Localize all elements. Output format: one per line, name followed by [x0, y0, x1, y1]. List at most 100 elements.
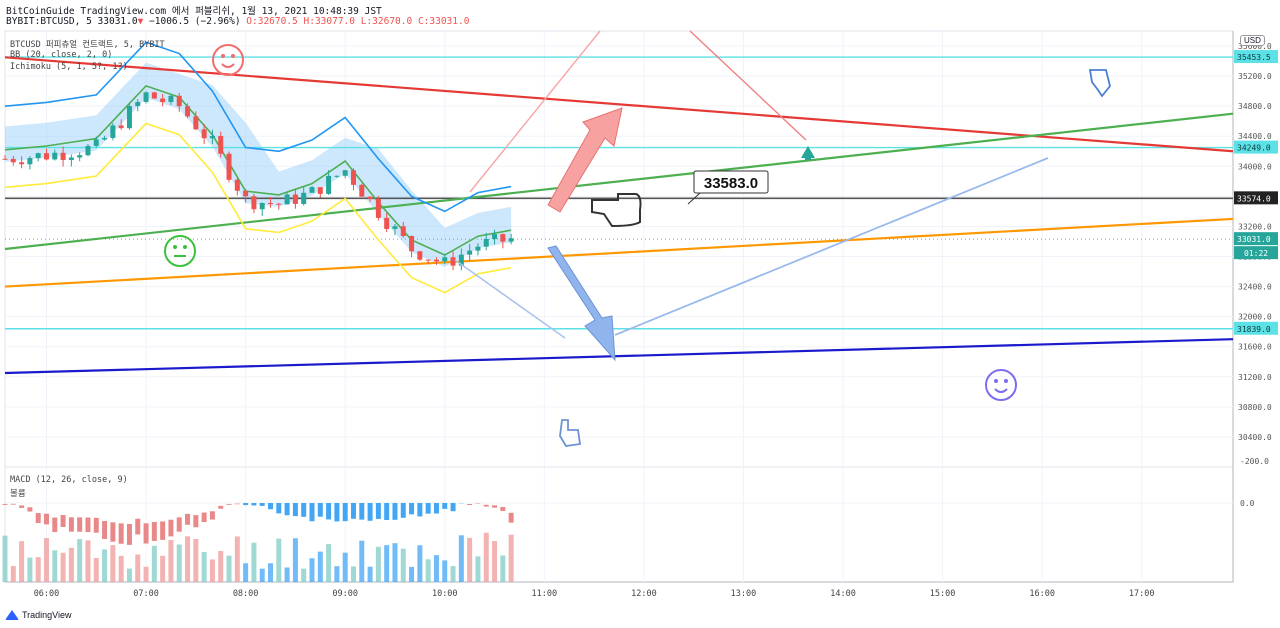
- close-text: C:33031.0: [417, 16, 470, 27]
- candle-body: [508, 238, 514, 242]
- dizzy-face-icon-eye: [1004, 379, 1008, 383]
- change-text: −1006.5 (−2.96%): [149, 16, 241, 27]
- y-tick-label: 31200.0: [1238, 373, 1272, 382]
- macd-bar: [243, 503, 249, 506]
- x-tick-label: 09:00: [332, 589, 358, 599]
- candle-body: [409, 236, 415, 252]
- candle-body: [334, 175, 340, 177]
- x-tick-label: 13:00: [731, 589, 757, 599]
- x-tick-label: 08:00: [233, 589, 259, 599]
- candle-body: [276, 203, 282, 205]
- neutral-face-icon-eye: [183, 245, 187, 249]
- macd-bar: [450, 503, 456, 512]
- grid: [5, 31, 1233, 582]
- macd-bar: [500, 506, 506, 511]
- candle-body: [10, 158, 16, 163]
- neutral-face-icon: [164, 235, 196, 267]
- blue-trend-line: [4, 338, 1234, 375]
- volume-bar: [417, 545, 423, 582]
- tradingview-icon: [5, 610, 19, 620]
- macd-bar: [126, 523, 132, 545]
- volume-bar: [27, 557, 33, 582]
- x-tick-label: 10:00: [432, 589, 458, 599]
- macd-bar: [110, 522, 116, 542]
- candle-body: [392, 226, 398, 229]
- candle-body: [102, 137, 108, 140]
- currency-button[interactable]: USD: [1240, 35, 1265, 46]
- volume-bar: [326, 544, 332, 582]
- macd-bar: [268, 503, 274, 510]
- legend-symbol[interactable]: BTCUSD 퍼피츄얼 컨트랙트, 5, BYBIT: [10, 40, 165, 50]
- orange-trend-line: [4, 217, 1234, 288]
- up-arrow-shape: [547, 107, 623, 213]
- candle-body: [226, 153, 232, 180]
- candle-body: [209, 136, 215, 139]
- dizzy-face-icon-mouth: [994, 388, 1008, 393]
- price-axis[interactable]: 30400.0 30800.0 31200.0 31600.0 32000.0 32400…: [1238, 42, 1272, 508]
- candle-body: [450, 257, 456, 266]
- candle-body: [176, 95, 182, 107]
- macd-pane[interactable]: [4, 466, 1234, 583]
- volume-bar: [367, 566, 373, 582]
- macd-bar: [483, 504, 489, 507]
- legend-ichimoku[interactable]: Ichimoku (5, 1, 5?, 1?): [10, 62, 128, 72]
- macd-bar: [151, 521, 157, 541]
- macd-bar: [185, 513, 191, 525]
- volume-bar: [93, 558, 99, 582]
- macd-bar: [168, 519, 174, 537]
- tradingview-logo[interactable]: TradingView: [5, 610, 72, 620]
- volume-bar: [492, 541, 498, 582]
- volume-bar: [508, 534, 514, 582]
- macd-bar: [160, 521, 166, 540]
- macd-bar: [52, 517, 58, 533]
- symbol-text: BYBIT:BTCUSD, 5: [6, 16, 92, 27]
- candle-body: [367, 196, 373, 200]
- candle-body: [442, 257, 448, 262]
- drawings: 33583.0: [164, 30, 1111, 447]
- y-tick-label: 32000.0: [1238, 313, 1272, 322]
- volume-bar: [135, 554, 141, 582]
- macd-bar: [10, 503, 16, 505]
- up-marker-icon: [801, 146, 815, 158]
- volume-bar: [85, 540, 91, 582]
- macd-bar: [234, 503, 240, 505]
- price-label-text: 31839.0: [1237, 325, 1271, 334]
- candle-body: [301, 192, 307, 204]
- volume-bar: [284, 567, 290, 582]
- callout-text: 33583.0: [704, 175, 758, 192]
- time-axis[interactable]: 06:00 07:00 08:00 09:00 10:00 11:00 12:00 13:00…: [34, 589, 1155, 599]
- macd-bar: [342, 503, 348, 522]
- volume-bar: [77, 539, 83, 582]
- volume-bar: [359, 540, 365, 582]
- up-marker-stem: [805, 155, 811, 160]
- price-label-box: [1234, 140, 1278, 154]
- down-arrow-icon: ▼: [137, 16, 144, 27]
- green-trend-line: [4, 112, 1234, 251]
- candle-body: [110, 125, 116, 138]
- candle-body: [433, 259, 439, 262]
- y-tick-label: 32400.0: [1238, 283, 1272, 292]
- x-tick-label: 06:00: [34, 589, 60, 599]
- volume-bar: [102, 549, 108, 582]
- legend-volume[interactable]: 볼륨: [10, 489, 26, 499]
- macd-bar: [276, 503, 282, 514]
- candle-body: [359, 184, 365, 197]
- legend-bb[interactable]: BB (20, close, 2, 0): [10, 50, 113, 60]
- volume-bar: [168, 540, 174, 582]
- volume-bar: [309, 558, 315, 582]
- macd-bar: [409, 503, 415, 515]
- y-tick-label: 30400.0: [1238, 433, 1272, 442]
- volume-bar: [342, 552, 348, 582]
- volume-bar: [301, 568, 307, 582]
- candle-body: [317, 187, 323, 194]
- legend-macd[interactable]: MACD (12, 26, close, 9): [10, 475, 128, 485]
- macd-bar: [334, 503, 340, 522]
- volume-bar: [68, 547, 74, 582]
- macd-bar: [384, 503, 390, 521]
- macd-bar: [367, 503, 373, 521]
- macd-bar: [143, 523, 149, 544]
- price-label-box: [1234, 50, 1278, 64]
- projection-line: [454, 259, 566, 339]
- macd-bar: [392, 503, 398, 520]
